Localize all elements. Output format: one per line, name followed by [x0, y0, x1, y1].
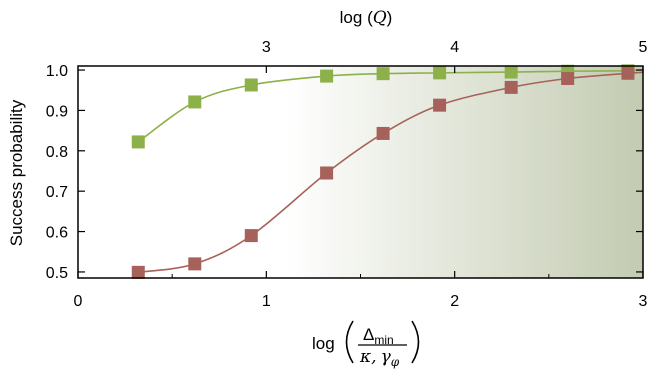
- top-tick-label: 3: [262, 39, 271, 56]
- shaded-region: [285, 66, 643, 278]
- bottom-axis-title: log Δmin κ, γφ: [312, 320, 420, 369]
- y-tick-label: 0.5: [46, 265, 68, 282]
- tick-layer: 0 1 2 3 0.5 0.6 0.7 0.8 0.9 1.0 3 4 5: [46, 39, 648, 310]
- x-tick-label: 3: [639, 293, 648, 310]
- top-tick-label: 5: [639, 39, 648, 56]
- y-tick-label: 0.7: [46, 184, 68, 201]
- series-1-point: [320, 69, 334, 83]
- x-tick-label: 0: [74, 293, 83, 310]
- series-2-point: [621, 66, 635, 80]
- series-1-point: [244, 78, 258, 92]
- bottom-axis-denominator: κ, γφ: [359, 347, 400, 369]
- y-tick-label: 0.6: [46, 225, 68, 242]
- series-2-point: [376, 126, 390, 140]
- bottom-axis-title-prefix: log: [312, 334, 335, 353]
- x-tick-label: 1: [262, 293, 271, 310]
- right-paren: [411, 320, 420, 364]
- series-2-point: [244, 229, 258, 243]
- y-tick-label: 1.0: [46, 63, 68, 80]
- top-axis-title-prefix: log (: [340, 8, 373, 27]
- series-1-point: [504, 65, 518, 79]
- series-2-point: [561, 72, 575, 86]
- y-tick-label: 0.8: [46, 144, 68, 161]
- series-layer: [131, 64, 644, 279]
- top-tick-label: 4: [450, 39, 459, 56]
- series-1-point: [188, 95, 202, 109]
- series-2-point: [188, 257, 202, 271]
- series-2-point: [320, 166, 334, 180]
- y-tick-label: 0.9: [46, 103, 68, 120]
- top-axis-title: log (Q): [340, 8, 393, 28]
- series-2-point: [433, 98, 447, 112]
- series-2-point: [504, 80, 518, 94]
- left-paren: [345, 320, 354, 364]
- top-axis-title-suffix: ): [387, 8, 393, 27]
- x-tick-label: 2: [450, 293, 459, 310]
- series-1-point: [433, 66, 447, 80]
- series-1-point: [376, 67, 390, 81]
- top-axis-title-var: Q: [373, 8, 387, 28]
- series-2-point: [131, 265, 145, 279]
- series-1-point: [131, 135, 145, 149]
- y-axis-title: Success probability: [7, 99, 26, 246]
- bottom-axis-numerator: Δmin: [363, 325, 394, 347]
